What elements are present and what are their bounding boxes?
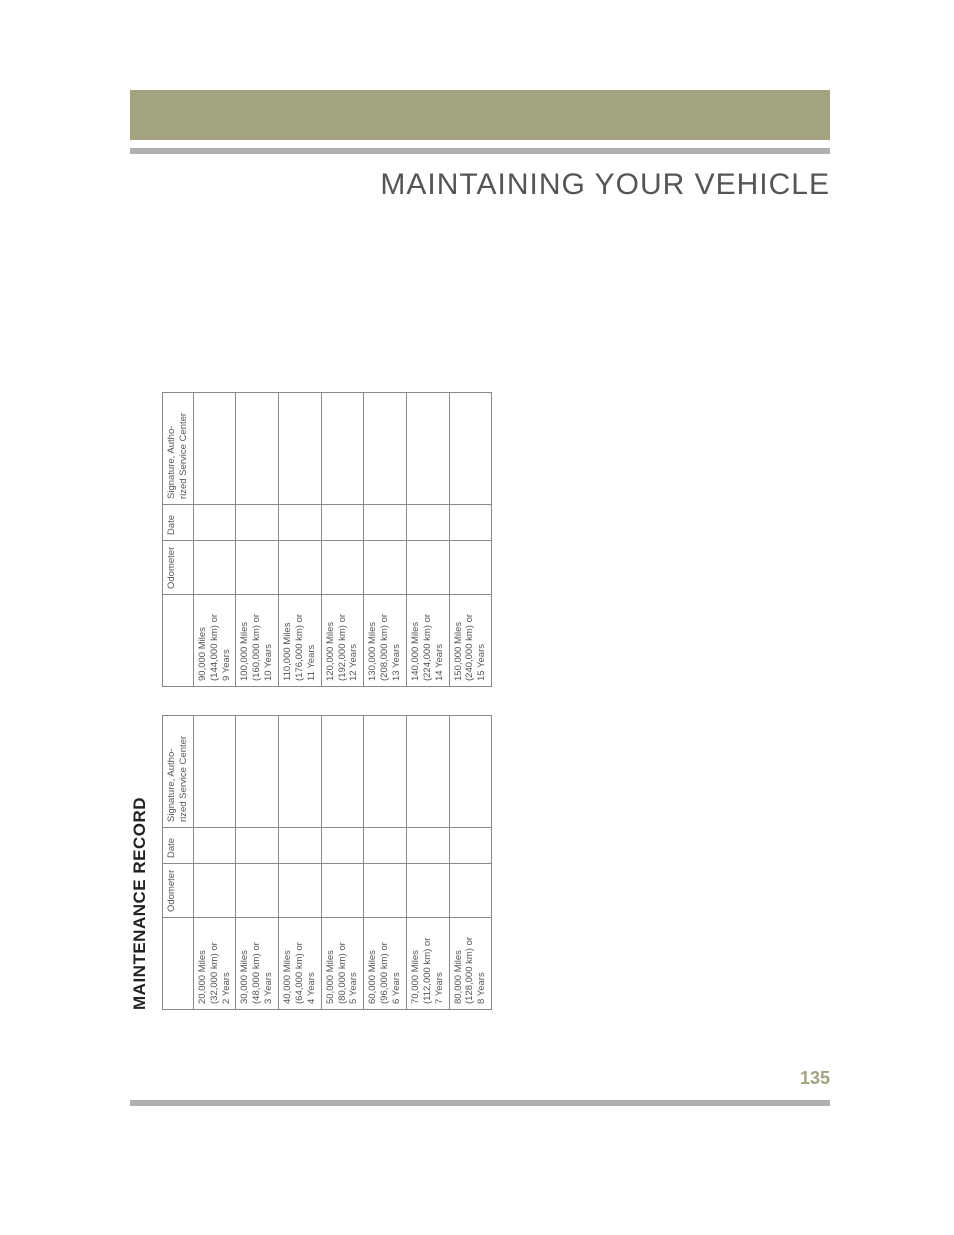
table-row: 50,000 Miles(80,000 km) or5 Years <box>321 716 364 1010</box>
table-row: 140,000 Miles(224,000 km) or14 Years <box>406 393 449 687</box>
odometer-cell <box>449 864 492 918</box>
table-header-row: Odometer Date Signature, Autho-rized Ser… <box>163 716 194 1010</box>
col-date-header: Date <box>163 828 194 864</box>
table-row: 90,000 Miles(144,000 km) or9 Years <box>193 393 236 687</box>
date-cell <box>279 828 322 864</box>
odometer-cell <box>279 864 322 918</box>
odometer-cell <box>449 541 492 595</box>
signature-cell <box>321 393 364 505</box>
signature-cell <box>193 716 236 828</box>
signature-cell <box>364 716 407 828</box>
odometer-cell <box>364 541 407 595</box>
date-cell <box>193 828 236 864</box>
col-signature-header: Signature, Autho-rized Service Center <box>163 716 194 828</box>
odometer-cell <box>364 864 407 918</box>
maintenance-record-heading: MAINTENANCE RECORD <box>130 290 150 1010</box>
rotated-inner: MAINTENANCE RECORD Odometer Date Signatu… <box>130 290 492 1010</box>
odometer-cell <box>279 541 322 595</box>
interval-cell: 90,000 Miles(144,000 km) or9 Years <box>193 595 236 687</box>
date-cell <box>364 828 407 864</box>
table-row: 110,000 Miles(176,000 km) or11 Years <box>279 393 322 687</box>
date-cell <box>364 505 407 541</box>
footer-gray-rule <box>130 1100 830 1106</box>
date-cell <box>193 505 236 541</box>
tables-row: Odometer Date Signature, Autho-rized Ser… <box>162 290 492 1010</box>
signature-cell <box>364 393 407 505</box>
signature-cell <box>279 393 322 505</box>
interval-cell: 20,000 Miles(32,000 km) or2 Years <box>193 918 236 1010</box>
page-root: MAINTAINING YOUR VEHICLE MAINTENANCE REC… <box>0 0 954 1235</box>
odometer-cell <box>321 864 364 918</box>
date-cell <box>279 505 322 541</box>
date-cell <box>449 505 492 541</box>
maintenance-table-1: Odometer Date Signature, Autho-rized Ser… <box>162 715 492 1010</box>
rotated-content: MAINTENANCE RECORD Odometer Date Signatu… <box>130 290 830 1010</box>
table-row: 100,000 Miles(160,000 km) or10 Years <box>236 393 279 687</box>
interval-cell: 100,000 Miles(160,000 km) or10 Years <box>236 595 279 687</box>
interval-cell: 130,000 Miles(208,000 km) or13 Years <box>364 595 407 687</box>
interval-cell: 60,000 Miles(96,000 km) or6 Years <box>364 918 407 1010</box>
col-signature-header: Signature, Autho-rized Service Center <box>163 393 194 505</box>
header-olive-bar <box>130 90 830 140</box>
table-header-row: Odometer Date Signature, Autho-rized Ser… <box>163 393 194 687</box>
date-cell <box>321 828 364 864</box>
interval-cell: 50,000 Miles(80,000 km) or5 Years <box>321 918 364 1010</box>
date-cell <box>236 828 279 864</box>
signature-cell <box>406 716 449 828</box>
date-cell <box>321 505 364 541</box>
table-row: 150,000 Miles(240,000 km) or15 Years <box>449 393 492 687</box>
table-row: 60,000 Miles(96,000 km) or6 Years <box>364 716 407 1010</box>
table-row: 120,000 Miles(192,000 km) or12 Years <box>321 393 364 687</box>
date-cell <box>449 828 492 864</box>
odometer-cell <box>236 541 279 595</box>
col-date-header: Date <box>163 505 194 541</box>
odometer-cell <box>236 864 279 918</box>
signature-cell <box>236 716 279 828</box>
signature-cell <box>406 393 449 505</box>
table-row: 80,000 Miles(128,000 km) or8 Years <box>449 716 492 1010</box>
signature-cell <box>279 716 322 828</box>
interval-cell: 80,000 Miles(128,000 km) or8 Years <box>449 918 492 1010</box>
col-interval-header <box>163 918 194 1010</box>
table-row: 20,000 Miles(32,000 km) or2 Years <box>193 716 236 1010</box>
col-interval-header <box>163 595 194 687</box>
odometer-cell <box>406 541 449 595</box>
odometer-cell <box>193 864 236 918</box>
interval-cell: 110,000 Miles(176,000 km) or11 Years <box>279 595 322 687</box>
signature-cell <box>449 393 492 505</box>
interval-cell: 30,000 Miles(48,000 km) or3 Years <box>236 918 279 1010</box>
col-odometer-header: Odometer <box>163 541 194 595</box>
col-odometer-header: Odometer <box>163 864 194 918</box>
odometer-cell <box>321 541 364 595</box>
signature-cell <box>236 393 279 505</box>
table-row: 70,000 Miles(112,000 km) or7 Years <box>406 716 449 1010</box>
page-number: 135 <box>0 1068 830 1089</box>
signature-cell <box>193 393 236 505</box>
section-title: MAINTAINING YOUR VEHICLE <box>0 168 830 202</box>
table-row: 40,000 Miles(64,000 km) or4 Years <box>279 716 322 1010</box>
interval-cell: 40,000 Miles(64,000 km) or4 Years <box>279 918 322 1010</box>
signature-cell <box>321 716 364 828</box>
table-row: 130,000 Miles(208,000 km) or13 Years <box>364 393 407 687</box>
odometer-cell <box>406 864 449 918</box>
date-cell <box>236 505 279 541</box>
date-cell <box>406 828 449 864</box>
table-row: 30,000 Miles(48,000 km) or3 Years <box>236 716 279 1010</box>
odometer-cell <box>193 541 236 595</box>
interval-cell: 120,000 Miles(192,000 km) or12 Years <box>321 595 364 687</box>
signature-cell <box>449 716 492 828</box>
interval-cell: 70,000 Miles(112,000 km) or7 Years <box>406 918 449 1010</box>
date-cell <box>406 505 449 541</box>
interval-cell: 150,000 Miles(240,000 km) or15 Years <box>449 595 492 687</box>
header-gray-rule <box>130 148 830 154</box>
interval-cell: 140,000 Miles(224,000 km) or14 Years <box>406 595 449 687</box>
maintenance-table-2: Odometer Date Signature, Autho-rized Ser… <box>162 392 492 687</box>
